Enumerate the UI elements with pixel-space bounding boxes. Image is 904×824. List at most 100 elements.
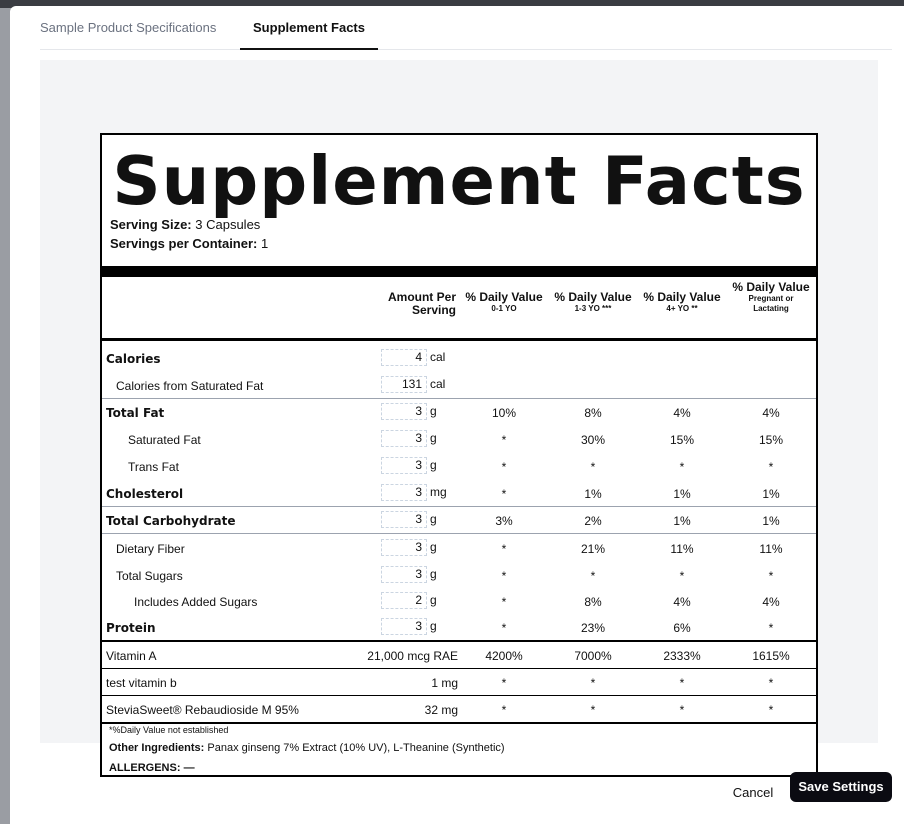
- amount-input[interactable]: 3: [381, 457, 427, 474]
- allergens-label: ALLERGENS:: [109, 762, 181, 774]
- dv-value: *: [590, 676, 596, 690]
- amount-input[interactable]: 131: [381, 376, 427, 393]
- dv-value: 23%: [580, 621, 606, 635]
- dv-value: 4%: [762, 406, 780, 420]
- dv-value: 1%: [584, 487, 602, 501]
- vitamin-amount: 1 mg: [431, 676, 458, 690]
- dv-value: *: [501, 433, 507, 447]
- amount-input[interactable]: 2: [381, 592, 427, 609]
- thick-divider: [102, 266, 816, 277]
- dv-value: 1%: [673, 514, 691, 528]
- header-dv-4-plus-title: % Daily Value: [643, 290, 721, 304]
- dv-value: 2333%: [663, 649, 701, 663]
- dv-value: *: [501, 621, 507, 635]
- dv-value: *: [768, 703, 774, 717]
- dv-value: *: [768, 460, 774, 474]
- nutrient-name: Total Sugars: [116, 569, 183, 583]
- dv-value: 10%: [491, 406, 517, 420]
- nutrient-name: Trans Fat: [128, 460, 179, 474]
- amount-input[interactable]: 3: [381, 618, 427, 635]
- dv-value: 1%: [673, 487, 691, 501]
- dv-value: 4%: [673, 406, 691, 420]
- cancel-button[interactable]: Cancel: [722, 778, 784, 808]
- dv-value: *: [590, 569, 596, 583]
- amount-input[interactable]: 3: [381, 539, 427, 556]
- dv-value: *: [768, 569, 774, 583]
- dv-value: *: [679, 676, 685, 690]
- header-divider: [102, 338, 816, 341]
- dv-value: 15%: [758, 433, 784, 447]
- vitamin-amount: 21,000 mcg RAE: [367, 649, 458, 663]
- tab-sample-product-specifications[interactable]: Sample Product Specifications: [40, 20, 217, 35]
- header-dv-0-1: % Daily Value 0-1 YO: [464, 291, 544, 314]
- amount-input[interactable]: 3: [381, 484, 427, 501]
- label-title: Supplement Facts: [112, 142, 806, 220]
- dv-value: *: [768, 676, 774, 690]
- vitamin-name: test vitamin b: [106, 676, 177, 690]
- amount-unit: g: [430, 431, 437, 445]
- vitamin-name: Vitamin A: [106, 649, 157, 663]
- dv-value: 15%: [669, 433, 695, 447]
- servings-per-container: Servings per Container: 1: [110, 236, 268, 251]
- header-dv-pregnant-sub: Pregnant or Lactating: [748, 294, 794, 313]
- column-headers: Amount Per Serving % Daily Value 0-1 YO …: [102, 277, 816, 339]
- dv-value: 8%: [584, 595, 602, 609]
- dv-value: *: [679, 460, 685, 474]
- other-ingredients: Other Ingredients: Panax ginseng 7% Extr…: [109, 742, 505, 754]
- servings-value: 1: [261, 236, 269, 251]
- header-dv-1-3-sub: 1-3 YO ***: [574, 304, 612, 313]
- dv-value: 4%: [762, 595, 780, 609]
- dv-value: 1%: [762, 514, 780, 528]
- header-dv-1-3: % Daily Value 1-3 YO ***: [553, 291, 633, 314]
- nutrient-name: Protein: [106, 621, 156, 635]
- servings-label: Servings per Container:: [110, 236, 258, 251]
- amount-unit: g: [430, 540, 437, 554]
- dv-value: 4200%: [485, 649, 523, 663]
- amount-unit: g: [430, 404, 437, 418]
- nutrient-name: Cholesterol: [106, 487, 184, 501]
- header-dv-0-1-title: % Daily Value: [465, 290, 543, 304]
- tab-supplement-facts[interactable]: Supplement Facts: [240, 16, 378, 50]
- dv-value: *: [679, 569, 685, 583]
- dv-value: 30%: [580, 433, 606, 447]
- amount-input[interactable]: 3: [381, 430, 427, 447]
- row-divider: [102, 533, 816, 534]
- amount-unit: g: [430, 458, 437, 472]
- amount-input[interactable]: 4: [381, 349, 427, 366]
- amount-input[interactable]: 3: [381, 403, 427, 420]
- allergens-value: —: [183, 762, 195, 774]
- header-dv-4-plus: % Daily Value 4+ YO **: [642, 291, 722, 314]
- amount-unit: g: [430, 593, 437, 607]
- serving-size: Serving Size: 3 Capsules: [110, 217, 260, 232]
- vitamin-amount: 32 mg: [424, 703, 458, 717]
- amount-unit: cal: [430, 377, 446, 391]
- header-dv-pregnant-title: % Daily Value: [732, 280, 810, 294]
- dv-value: 11%: [670, 542, 694, 556]
- row-divider: [102, 506, 816, 507]
- preview-panel: Supplement Facts Serving Size: 3 Capsule…: [40, 60, 878, 777]
- amount-input[interactable]: 3: [381, 511, 427, 528]
- dv-value: 7000%: [574, 649, 612, 663]
- row-divider: [102, 695, 816, 696]
- nutrient-name: Dietary Fiber: [116, 542, 185, 556]
- background-page: [0, 8, 12, 824]
- dv-value: *: [768, 621, 774, 635]
- save-settings-button[interactable]: Save Settings: [790, 772, 892, 802]
- dv-value: 4%: [673, 595, 691, 609]
- dv-value: *: [501, 460, 507, 474]
- tab-bar: Sample Product Specifications Supplement…: [40, 16, 892, 50]
- header-dv-1-3-title: % Daily Value: [554, 290, 632, 304]
- nutrient-name: Total Carbohydrate: [106, 514, 236, 528]
- vitamin-name: SteviaSweet® Rebaudioside M 95%: [106, 703, 299, 717]
- dv-value: *: [501, 487, 507, 501]
- section-divider: [102, 640, 816, 642]
- amount-input[interactable]: 3: [381, 566, 427, 583]
- dv-value: *: [501, 595, 507, 609]
- allergens: ALLERGENS: —: [109, 762, 195, 774]
- amount-unit: g: [430, 567, 437, 581]
- dv-value: *: [590, 460, 596, 474]
- other-ingredients-label: Other Ingredients:: [109, 742, 205, 754]
- dv-value: 3%: [495, 514, 513, 528]
- header-dv-pregnant: % Daily Value Pregnant or Lactating: [731, 281, 811, 314]
- header-amount: Amount Per Serving: [387, 290, 456, 317]
